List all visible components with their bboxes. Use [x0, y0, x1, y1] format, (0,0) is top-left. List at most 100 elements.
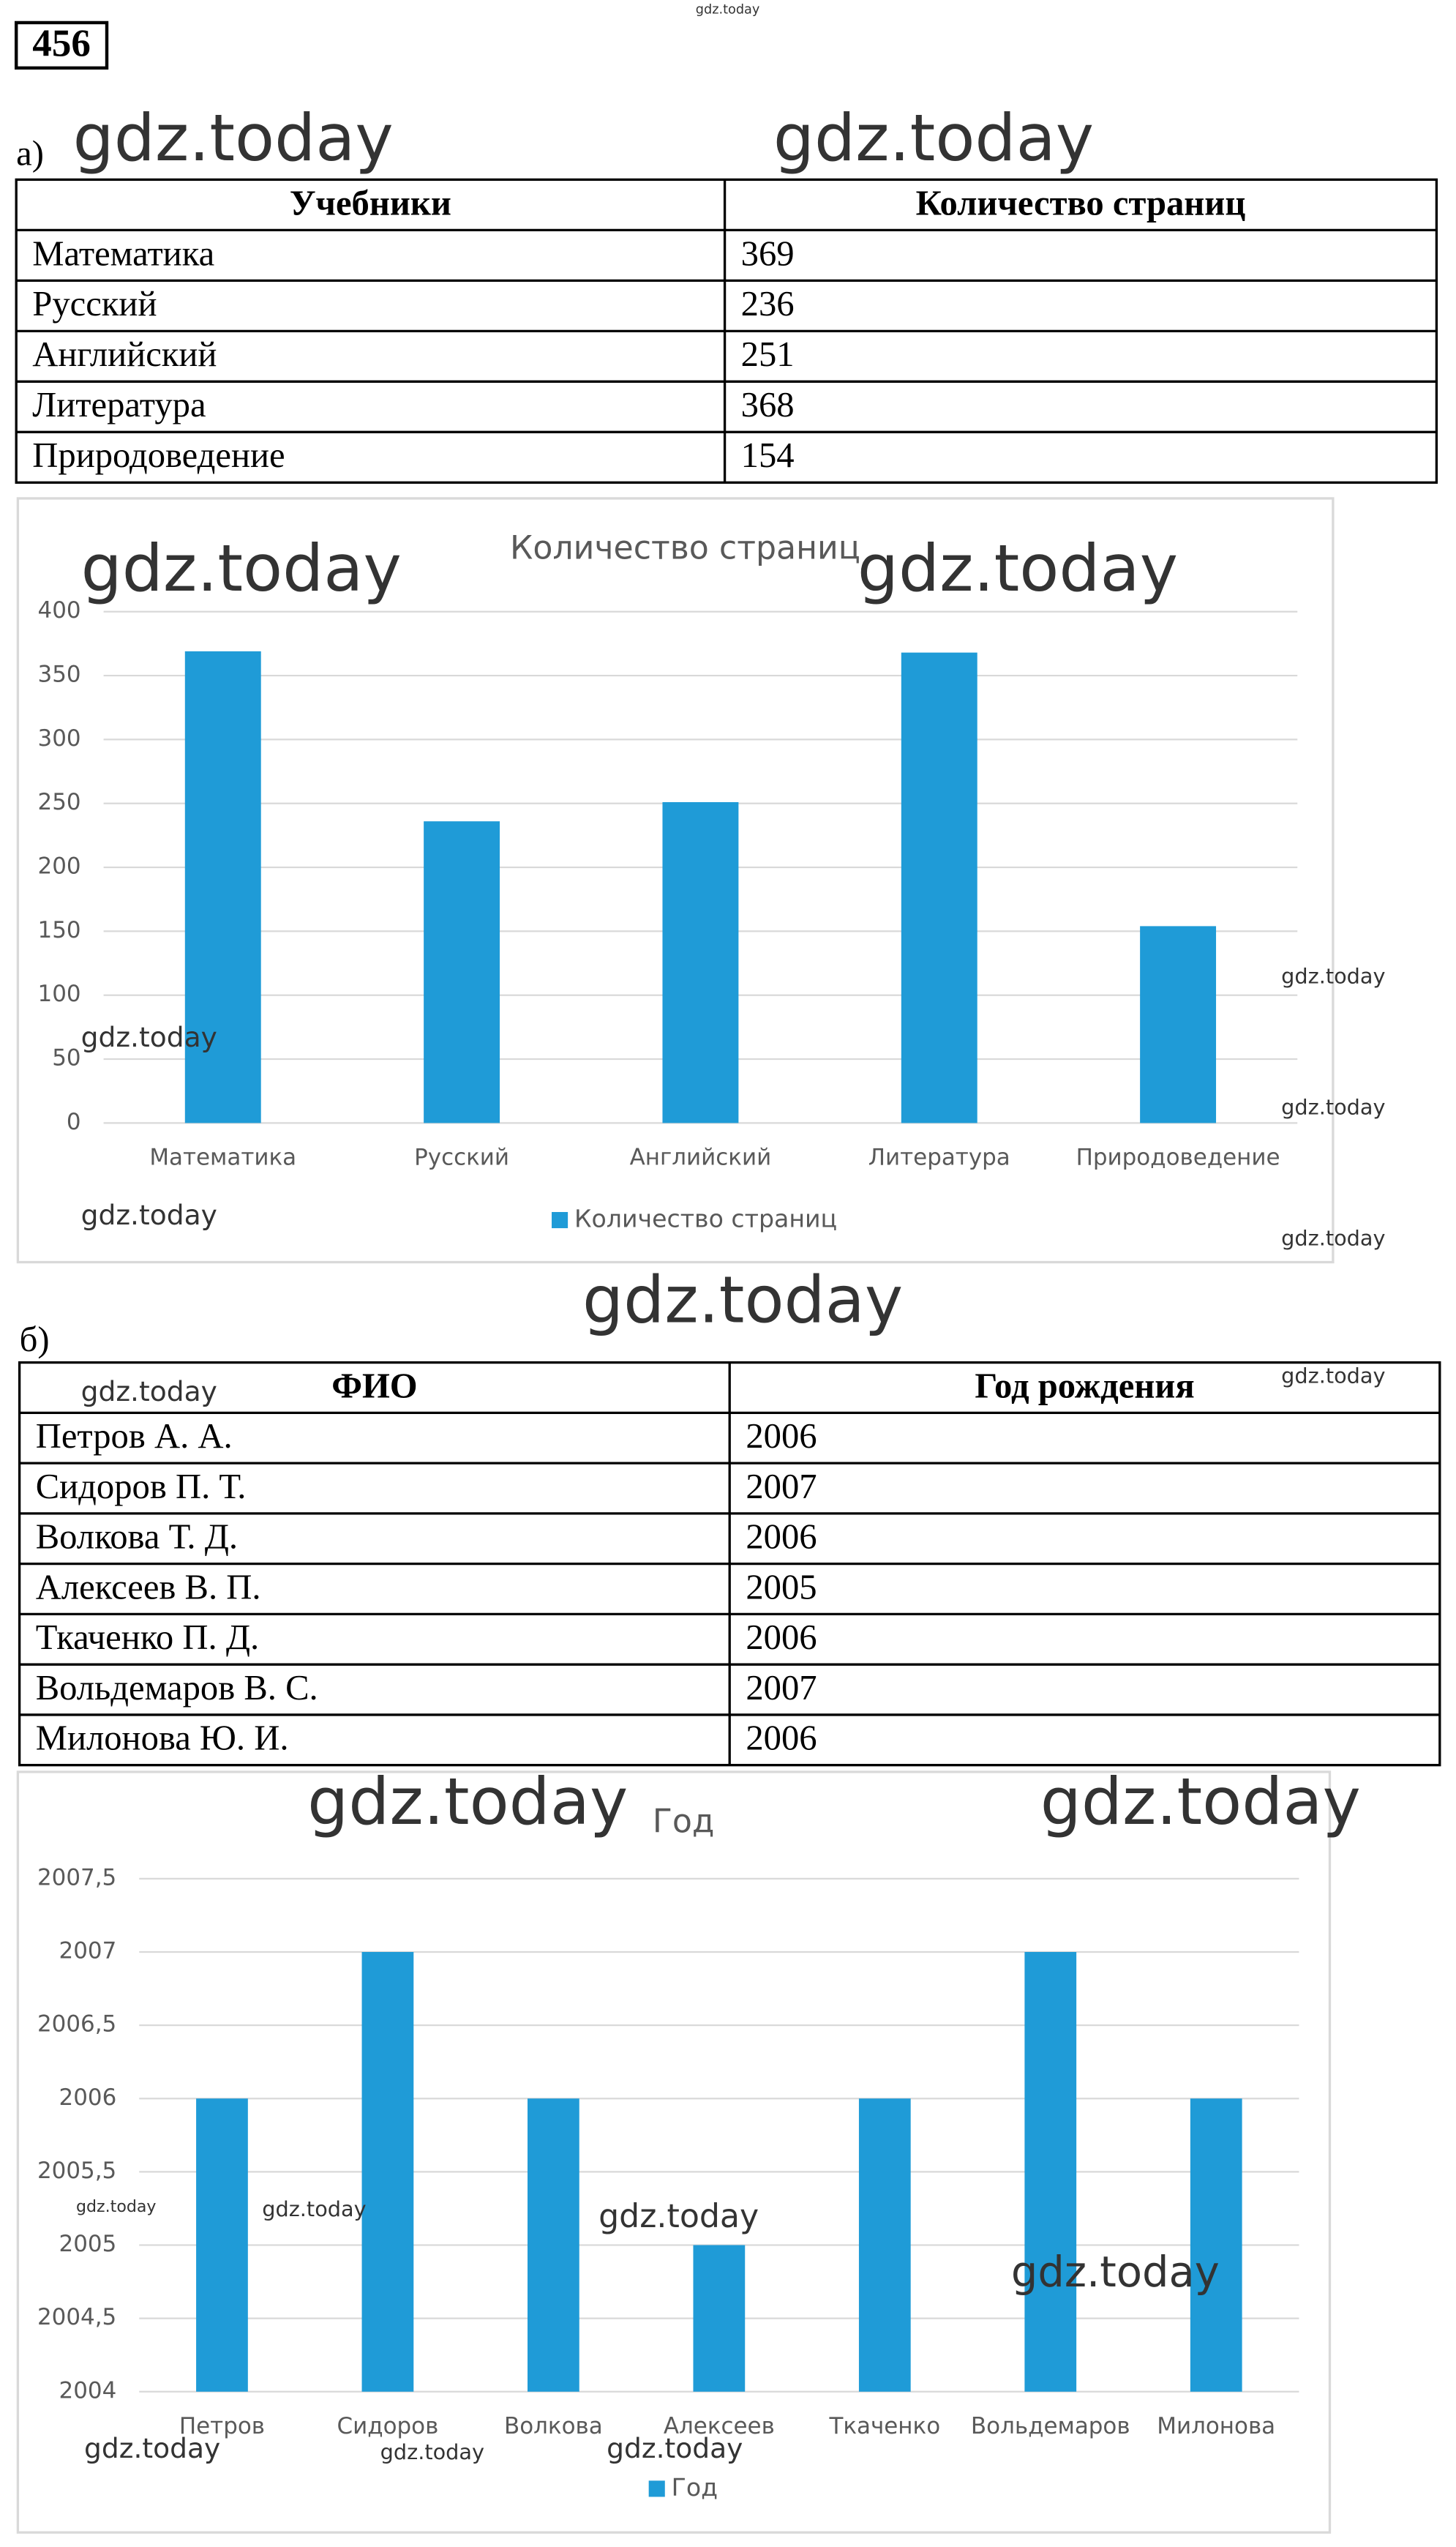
- table-header: Количество страниц: [916, 183, 1246, 222]
- x-tick-label: Сидоров: [337, 2413, 439, 2439]
- x-tick-label: Вольдемаров: [971, 2413, 1130, 2439]
- watermark: gdz.today: [598, 2198, 759, 2235]
- watermark: gdz.today: [1281, 1363, 1385, 1388]
- watermark: gdz.today: [858, 531, 1178, 606]
- y-tick-label: 2004,5: [37, 2304, 116, 2330]
- table-cell: Волкова Т. Д.: [36, 1517, 238, 1557]
- problem-number: 456: [32, 22, 91, 64]
- watermark: gdz.today: [81, 1021, 217, 1053]
- y-tick-label: 150: [38, 917, 81, 943]
- y-tick-label: 2005: [59, 2231, 117, 2257]
- legend-swatch: [552, 1211, 568, 1229]
- table-cell: Английский: [32, 334, 217, 374]
- watermark: gdz.today: [81, 1375, 217, 1407]
- table-cell: Вольдемаров В. С.: [36, 1668, 318, 1708]
- watermark: gdz.today: [84, 2432, 220, 2464]
- table-cell: 2006: [746, 1517, 817, 1557]
- bar: [1190, 2098, 1242, 2392]
- y-tick-label: 300: [38, 725, 81, 752]
- chart-title: Год: [653, 1803, 715, 1841]
- x-tick-label: Ткаченко: [828, 2413, 940, 2439]
- legend-label: Количество страниц: [574, 1205, 837, 1233]
- watermark: gdz.today: [582, 1262, 903, 1337]
- table-cell: Сидоров П. Т.: [36, 1467, 247, 1506]
- table-cell: 2005: [746, 1567, 817, 1607]
- y-tick-label: 50: [52, 1045, 80, 1071]
- watermark: gdz.today: [81, 1199, 217, 1231]
- bar: [858, 2098, 911, 2392]
- table-cell: 369: [741, 233, 795, 273]
- y-tick-label: 100: [38, 981, 81, 1007]
- watermark: gdz.today: [307, 1764, 628, 1839]
- bar: [424, 821, 500, 1123]
- bar: [196, 2098, 248, 2392]
- x-tick-label: Волкова: [504, 2413, 603, 2439]
- chart-title: Количество страниц: [510, 530, 860, 567]
- bar: [693, 2245, 746, 2392]
- table-cell: 2006: [746, 1617, 817, 1657]
- x-tick-label: Природоведение: [1076, 1145, 1280, 1171]
- watermark: gdz.today: [73, 100, 394, 176]
- watermark: gdz.today: [380, 2439, 484, 2464]
- x-tick-label: Математика: [149, 1145, 296, 1171]
- watermark: gdz.today: [696, 2, 760, 17]
- y-tick-label: 250: [38, 789, 81, 815]
- bar: [901, 652, 977, 1123]
- watermark: gdz.today: [1011, 2248, 1220, 2297]
- watermark: gdz.today: [76, 2197, 157, 2216]
- table-cell: Русский: [32, 284, 157, 323]
- bar: [361, 1952, 414, 2392]
- y-tick-label: 2007,5: [37, 1864, 116, 1890]
- legend-swatch: [648, 2480, 665, 2497]
- y-tick-label: 0: [67, 1109, 81, 1135]
- y-tick-label: 2004: [59, 2377, 117, 2404]
- table-cell: 154: [741, 435, 795, 475]
- table-cell: Математика: [32, 233, 214, 273]
- part-label: а): [16, 134, 44, 173]
- bar: [528, 2098, 579, 2392]
- bar: [184, 651, 261, 1123]
- y-tick-label: 350: [38, 662, 81, 688]
- table-cell: Ткаченко П. Д.: [36, 1617, 259, 1657]
- y-tick-label: 400: [38, 597, 81, 624]
- x-tick-label: Литература: [868, 1145, 1010, 1171]
- y-tick-label: 2006: [59, 2084, 117, 2111]
- watermark: gdz.today: [1040, 1764, 1361, 1839]
- table-cell: Петров А. А.: [36, 1416, 233, 1456]
- table-header: Год рождения: [975, 1366, 1194, 1405]
- table-cell: 2006: [746, 1718, 817, 1758]
- watermark: gdz.today: [262, 2196, 366, 2221]
- x-tick-label: Русский: [414, 1145, 509, 1171]
- table-cell: Литература: [32, 385, 206, 424]
- table-header: ФИО: [331, 1366, 417, 1405]
- x-tick-label: Алексеев: [664, 2413, 775, 2439]
- table-cell: 2006: [746, 1416, 817, 1456]
- bar: [1024, 1952, 1077, 2392]
- watermark: gdz.today: [1281, 1094, 1385, 1119]
- watermark: gdz.today: [1281, 963, 1385, 988]
- part-label: б): [20, 1320, 50, 1359]
- x-tick-label: Английский: [630, 1145, 772, 1171]
- table-cell: 2007: [746, 1467, 817, 1506]
- table-cell: Природоведение: [32, 435, 285, 475]
- chart-frame: [16, 497, 1335, 1264]
- legend-label: Год: [672, 2473, 718, 2502]
- x-tick-label: Петров: [179, 2413, 265, 2439]
- table-cell: 236: [741, 284, 795, 323]
- table-header: Учебники: [290, 183, 451, 222]
- y-tick-label: 200: [38, 853, 81, 880]
- x-tick-label: Милонова: [1157, 2413, 1275, 2439]
- watermark: gdz.today: [773, 100, 1094, 176]
- table-cell: Алексеев В. П.: [36, 1567, 261, 1607]
- number-box: [14, 20, 109, 70]
- y-tick-label: 2006,5: [37, 2011, 116, 2038]
- table-cell: Милонова Ю. И.: [36, 1718, 289, 1758]
- watermark: gdz.today: [1281, 1226, 1385, 1251]
- bar: [662, 801, 739, 1123]
- chart-frame: [16, 1770, 1332, 2534]
- table-cell: 368: [741, 385, 795, 424]
- watermark: gdz.today: [81, 531, 402, 606]
- y-tick-label: 2005,5: [37, 2158, 116, 2184]
- y-tick-label: 2007: [59, 1938, 117, 1964]
